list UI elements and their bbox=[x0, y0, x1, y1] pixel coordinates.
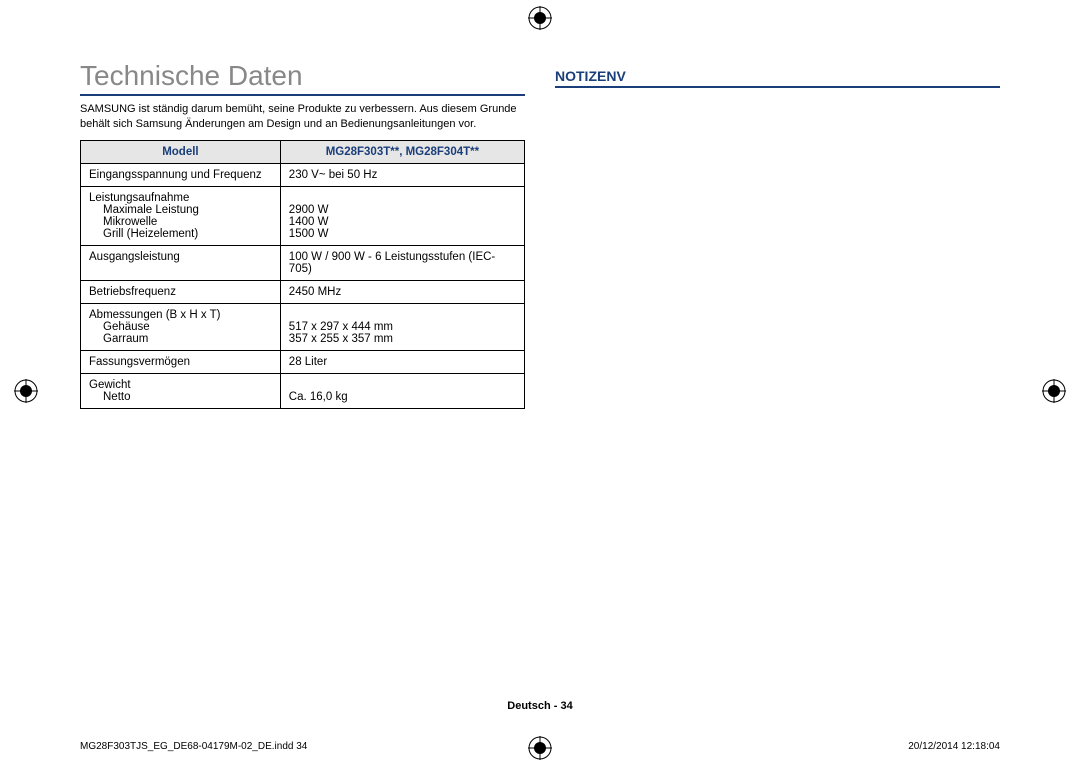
row-label: Abmessungen (B x H x T) Gehäuse Garraum bbox=[81, 303, 281, 350]
header-model-numbers: MG28F303T**, MG28F304T** bbox=[280, 140, 524, 163]
table-row: Gewicht Netto Ca. 16,0 kg bbox=[81, 373, 525, 408]
header-modell: Modell bbox=[81, 140, 281, 163]
row-value: 230 V~ bei 50 Hz bbox=[280, 163, 524, 186]
table-row: Abmessungen (B x H x T) Gehäuse Garraum … bbox=[81, 303, 525, 350]
row-main-label: Abmessungen (B x H x T) bbox=[89, 309, 220, 321]
registration-mark-icon bbox=[14, 379, 38, 403]
intro-text: SAMSUNG ist ständig darum bemüht, seine … bbox=[80, 102, 525, 132]
registration-mark-icon bbox=[528, 6, 552, 30]
row-sub-value: 2900 W bbox=[289, 204, 329, 216]
row-value: Ca. 16,0 kg bbox=[280, 373, 524, 408]
row-sub-value: 1500 W bbox=[289, 228, 329, 240]
registration-mark-icon bbox=[528, 736, 552, 760]
row-label: Eingangsspannung und Frequenz bbox=[81, 163, 281, 186]
footer-language: Deutsch - 34 bbox=[0, 700, 1080, 712]
row-sub-value: 357 x 255 x 357 mm bbox=[289, 333, 393, 345]
row-sub-label: Garraum bbox=[89, 333, 272, 345]
footer-timestamp: 20/12/2014 12:18:04 bbox=[908, 741, 1000, 752]
row-sub-value: 1400 W bbox=[289, 216, 329, 228]
registration-mark-icon bbox=[1042, 379, 1066, 403]
row-label: Ausgangsleistung bbox=[81, 245, 281, 280]
row-label: Fassungsvermögen bbox=[81, 350, 281, 373]
table-row: Fassungsvermögen 28 Liter bbox=[81, 350, 525, 373]
row-label: Betriebsfrequenz bbox=[81, 280, 281, 303]
footer-filename: MG28F303TJS_EG_DE68-04179M-02_DE.indd 34 bbox=[80, 741, 307, 752]
page: Technische Daten SAMSUNG ist ständig dar… bbox=[80, 60, 1000, 732]
page-title: Technische Daten bbox=[80, 60, 525, 96]
notes-title: NOTIZENV bbox=[555, 68, 1000, 88]
row-value: 100 W / 900 W - 6 Leistungsstufen (IEC-7… bbox=[280, 245, 524, 280]
table-row: Leistungsaufnahme Maximale Leistung Mikr… bbox=[81, 186, 525, 245]
row-label: Leistungsaufnahme Maximale Leistung Mikr… bbox=[81, 186, 281, 245]
row-sub-label: Grill (Heizelement) bbox=[89, 228, 272, 240]
right-column: NOTIZENV bbox=[555, 60, 1000, 732]
table-row: Ausgangsleistung 100 W / 900 W - 6 Leist… bbox=[81, 245, 525, 280]
table-row: Betriebsfrequenz 2450 MHz bbox=[81, 280, 525, 303]
row-value: 2450 MHz bbox=[280, 280, 524, 303]
row-sub-label: Gehäuse bbox=[89, 321, 272, 333]
row-value: 28 Liter bbox=[280, 350, 524, 373]
table-row: Eingangsspannung und Frequenz 230 V~ bei… bbox=[81, 163, 525, 186]
row-sub-value: 517 x 297 x 444 mm bbox=[289, 321, 393, 333]
row-sub-label: Netto bbox=[89, 391, 272, 403]
left-column: Technische Daten SAMSUNG ist ständig dar… bbox=[80, 60, 525, 732]
row-sub-label: Mikrowelle bbox=[89, 216, 272, 228]
row-value: 2900 W 1400 W 1500 W bbox=[280, 186, 524, 245]
row-sub-label: Maximale Leistung bbox=[89, 204, 272, 216]
row-value: 517 x 297 x 444 mm 357 x 255 x 357 mm bbox=[280, 303, 524, 350]
row-sub-value: Ca. 16,0 kg bbox=[289, 391, 348, 403]
table-header-row: Modell MG28F303T**, MG28F304T** bbox=[81, 140, 525, 163]
row-label: Gewicht Netto bbox=[81, 373, 281, 408]
spec-table: Modell MG28F303T**, MG28F304T** Eingangs… bbox=[80, 140, 525, 409]
row-main-label: Gewicht bbox=[89, 379, 131, 391]
row-main-label: Leistungsaufnahme bbox=[89, 192, 189, 204]
